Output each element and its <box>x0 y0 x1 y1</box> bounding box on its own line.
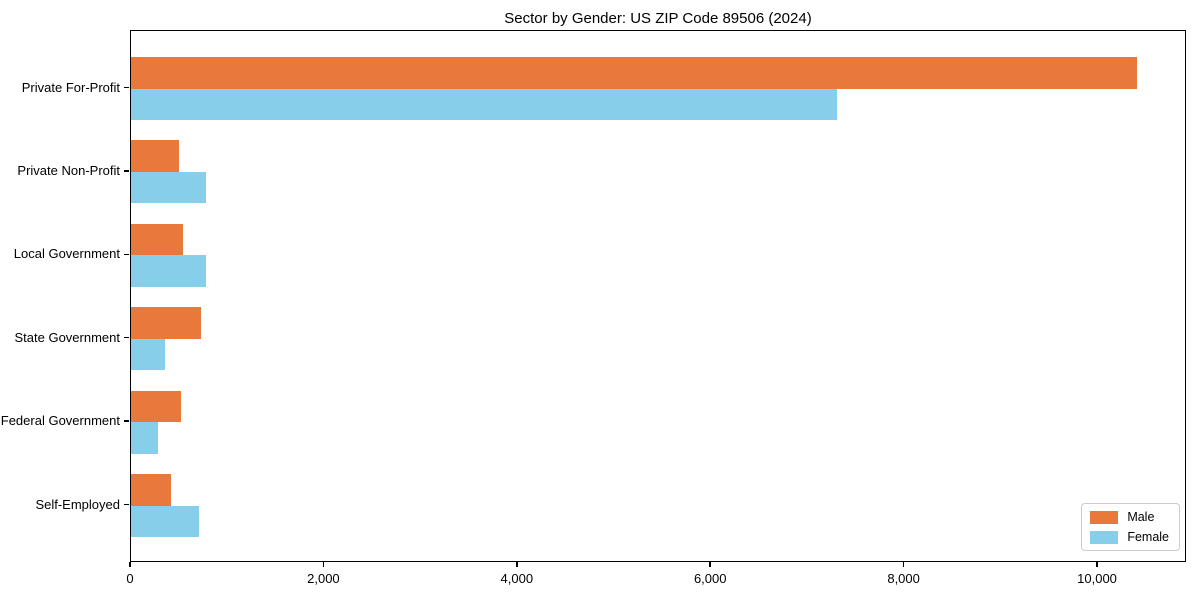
bar-male-state-government <box>131 307 201 339</box>
bar-male-private-for-profit <box>131 57 1137 89</box>
x-tick-label: 0 <box>126 571 134 586</box>
category-label-self-employed: Self-Employed <box>35 496 120 512</box>
bar-male-federal-government <box>131 390 182 423</box>
category-label-federal-government: Federal Government <box>0 413 120 429</box>
bar-female-local-government <box>131 255 207 287</box>
bar-male-local-government <box>131 223 184 256</box>
x-axis-tick <box>709 562 711 567</box>
category-label-private-non-profit: Private Non-Profit <box>17 162 120 178</box>
x-axis-tick <box>902 562 905 567</box>
x-axis-tick <box>322 562 325 567</box>
legend-label: Male <box>1127 510 1155 524</box>
y-axis-tick <box>124 170 129 172</box>
legend-item-male: Male <box>1090 510 1169 524</box>
x-tick-label: 6,000 <box>693 571 727 586</box>
y-axis-tick <box>124 86 129 89</box>
bar-female-federal-government <box>131 422 159 454</box>
x-axis-tick <box>1096 562 1098 567</box>
x-tick-label: 4,000 <box>500 571 534 586</box>
category-label-private-for-profit: Private For-Profit <box>21 79 120 95</box>
y-axis-tick <box>124 336 129 339</box>
x-tick-label: 8,000 <box>887 571 920 586</box>
bar-female-private-for-profit <box>131 88 837 120</box>
legend-label: Female <box>1127 530 1169 544</box>
category-label-state-government: State Government <box>14 329 121 345</box>
bar-female-self-employed <box>131 505 199 537</box>
x-axis-tick <box>516 562 518 567</box>
x-axis-tick <box>129 562 131 567</box>
legend-swatch-male <box>1090 510 1119 524</box>
category-label-local-government: Local Government <box>13 246 120 262</box>
y-axis-tick <box>124 420 129 422</box>
y-axis-tick <box>124 253 129 256</box>
bar-male-self-employed <box>131 474 171 506</box>
chart-title: Sector by Gender: US ZIP Code 89506 (202… <box>504 10 812 27</box>
bar-female-private-non-profit <box>131 171 207 204</box>
x-tick-label: 10,000 <box>1077 571 1117 586</box>
legend: Male Female <box>1081 503 1180 551</box>
bar-female-state-government <box>131 338 165 371</box>
y-axis-tick <box>124 503 129 506</box>
bar-male-private-non-profit <box>131 140 180 172</box>
legend-swatch-female <box>1090 530 1119 544</box>
x-tick-label: 2,000 <box>307 571 340 586</box>
plot-area: Male Female <box>130 30 1186 562</box>
legend-item-female: Female <box>1090 530 1169 544</box>
